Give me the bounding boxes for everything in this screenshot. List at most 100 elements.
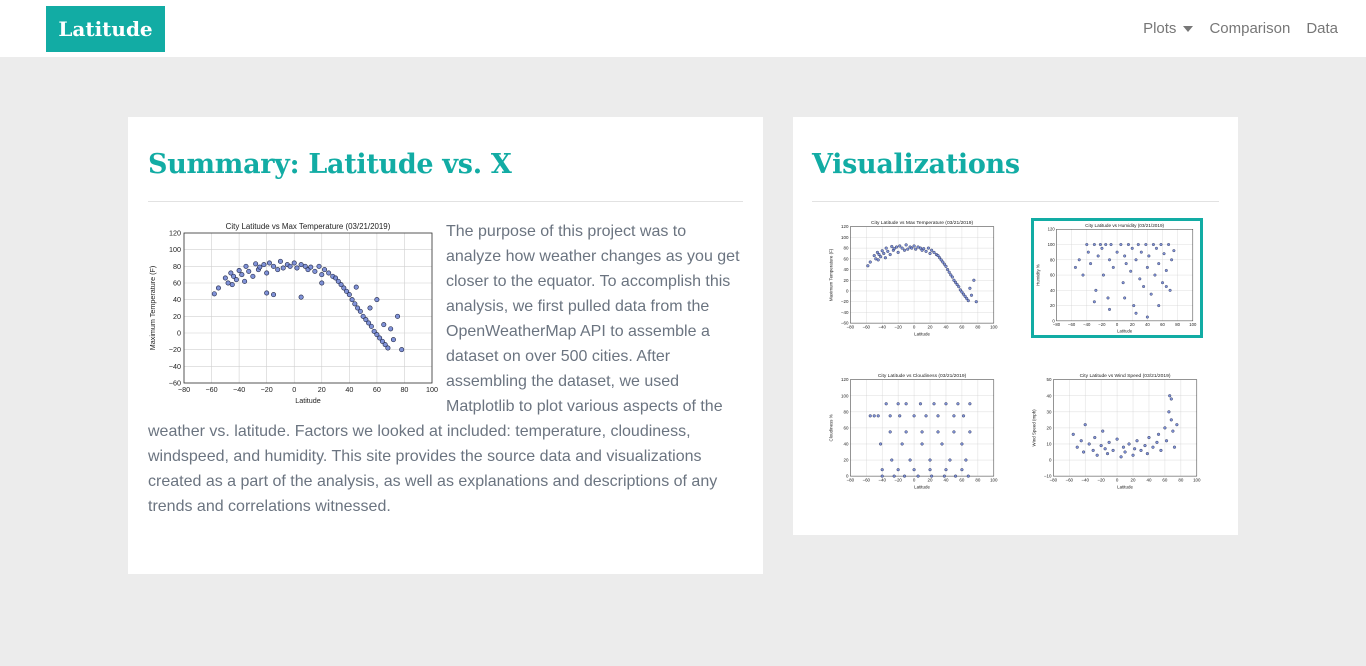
data-point: [1083, 423, 1087, 427]
nav-plots-dropdown[interactable]: Plots: [1143, 20, 1194, 37]
data-point: [958, 288, 962, 292]
thumb-windspeed-link[interactable]: City Latitude vs Wind Speed (03/21/2019)…: [1031, 371, 1203, 491]
y-axis-label: Maximum Temperature (F): [148, 266, 157, 351]
data-point: [1092, 300, 1096, 304]
y-tick-label: 20: [843, 278, 848, 283]
thumb-cloudiness-svg: City Latitude vs Cloudiness (03/21/2019)…: [828, 373, 998, 489]
data-point: [1101, 273, 1105, 277]
data-point: [892, 474, 896, 478]
data-point: [1170, 258, 1174, 262]
nav-links: Plots Comparison Data: [1143, 0, 1338, 57]
data-point: [890, 458, 894, 462]
x-tick-label: −20: [261, 385, 273, 394]
data-point: [1162, 252, 1166, 256]
data-point: [942, 474, 946, 478]
brand-logo[interactable]: Latitude: [46, 6, 165, 52]
data-point: [1087, 442, 1091, 446]
data-point: [952, 278, 956, 282]
x-tick-label: −60: [862, 478, 870, 483]
data-point: [890, 244, 894, 249]
y-tick-label: 50: [1046, 377, 1051, 382]
caret-down-icon: [1183, 26, 1194, 32]
data-point: [879, 442, 883, 446]
data-point: [261, 262, 267, 268]
data-point: [346, 292, 352, 298]
x-tick-label: 0: [913, 478, 916, 483]
data-point: [952, 414, 956, 418]
data-point: [264, 270, 270, 276]
data-point: [1169, 397, 1173, 401]
data-point: [946, 267, 950, 272]
data-point: [266, 260, 272, 266]
y-axis-label: Maximum Temperature (F): [828, 248, 833, 301]
summary-paragraph: The purpose of this project was to analy…: [148, 223, 740, 515]
data-point: [1163, 426, 1167, 430]
data-point: [936, 430, 940, 434]
data-point: [294, 265, 300, 271]
thumb-temperature-link[interactable]: City Latitude vs Max Temperature (03/21/…: [828, 218, 1000, 338]
data-point: [1129, 269, 1133, 273]
data-point: [1161, 281, 1164, 285]
data-point: [1130, 246, 1134, 250]
data-point: [930, 474, 934, 478]
data-point: [1157, 304, 1161, 308]
data-point: [302, 263, 308, 269]
data-point: [1168, 288, 1172, 292]
summary-body: City Latitude vs Max Temperature (03/21/…: [148, 219, 744, 519]
data-point: [960, 442, 964, 446]
data-point: [944, 468, 948, 472]
data-point: [906, 247, 910, 251]
plot-frame: [850, 226, 995, 324]
data-point: [924, 414, 928, 418]
x-tick-label: 0: [1116, 478, 1119, 483]
data-point: [900, 442, 904, 446]
data-point: [1164, 439, 1169, 443]
y-tick-label: 20: [843, 458, 848, 463]
data-point: [942, 262, 946, 266]
data-point: [253, 261, 259, 267]
data-point: [1107, 440, 1111, 444]
y-tick-label: 40: [1046, 393, 1051, 398]
data-point: [1079, 439, 1083, 443]
data-point: [1093, 435, 1097, 440]
data-point: [1168, 394, 1172, 398]
data-point: [243, 263, 249, 269]
y-tick-label: 120: [169, 229, 181, 238]
data-point: [1106, 296, 1110, 300]
data-point: [349, 297, 355, 303]
y-tick-label: 100: [841, 393, 849, 398]
data-point: [912, 414, 916, 418]
x-tick-label: 80: [1175, 322, 1180, 327]
thumb-cloudiness-link[interactable]: City Latitude vs Cloudiness (03/21/2019)…: [828, 371, 1000, 491]
x-tick-label: −40: [878, 325, 886, 330]
data-point: [1145, 265, 1149, 269]
data-point: [953, 474, 958, 478]
data-point: [353, 284, 359, 290]
chart-title: City Latitude vs Cloudiness (03/21/2019): [878, 373, 967, 379]
data-point: [277, 258, 283, 264]
y-tick-label: −60: [841, 321, 849, 326]
nav-comparison-link[interactable]: Comparison: [1209, 20, 1291, 37]
data-point: [377, 335, 383, 341]
x-tick-label: 60: [959, 478, 964, 483]
nav-data-link[interactable]: Data: [1306, 20, 1338, 37]
data-point: [1092, 243, 1096, 246]
data-point: [1172, 249, 1176, 253]
data-point: [922, 247, 926, 251]
data-point: [326, 270, 332, 276]
thumb-humidity-link[interactable]: City Latitude vs Humidity (03/21/2019) −8…: [1031, 218, 1203, 338]
data-point: [338, 282, 344, 288]
data-point: [964, 458, 968, 462]
y-tick-label: 0: [846, 474, 849, 479]
data-point: [1147, 435, 1151, 440]
chart-title: City Latitude vs Max Temperature (03/21/…: [226, 222, 391, 231]
visualizations-divider: [812, 201, 1219, 202]
data-point: [298, 262, 304, 268]
data-point: [379, 338, 385, 344]
data-point: [233, 277, 239, 283]
x-tick-label: 20: [1131, 478, 1136, 483]
data-point: [872, 414, 876, 418]
y-tick-label: 100: [169, 245, 181, 254]
y-tick-label: 0: [1052, 318, 1055, 323]
data-point: [308, 264, 314, 270]
